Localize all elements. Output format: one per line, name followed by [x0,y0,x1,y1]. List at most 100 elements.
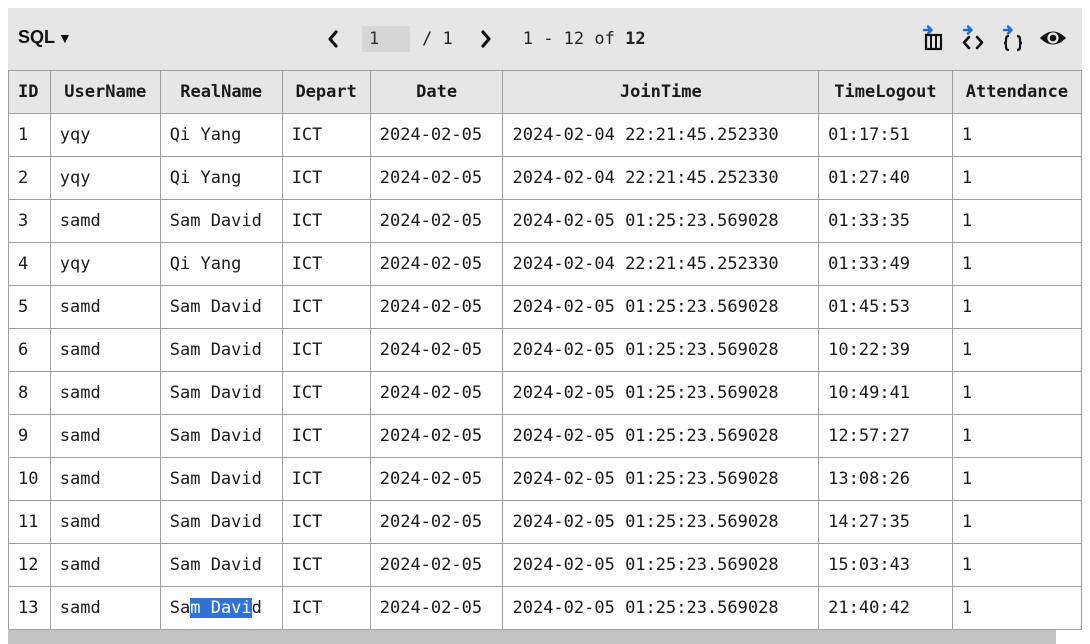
col-realname-cell[interactable]: Sam David [159,328,283,372]
col-attendance-cell[interactable]: 1 [951,586,1082,630]
col-realname-cell[interactable]: Sam David [159,414,283,458]
col-depart-cell[interactable]: ICT [281,328,371,372]
col-username-cell[interactable]: yqy [49,242,161,286]
col-realname-cell[interactable]: Sam David [159,586,283,630]
col-date-cell[interactable]: 2024-02-05 [369,156,504,200]
col-id-header[interactable]: ID [8,70,51,114]
col-id-cell[interactable]: 5 [8,285,51,329]
col-id-cell[interactable]: 3 [8,199,51,243]
col-date-cell[interactable]: 2024-02-05 [369,371,504,415]
table-row[interactable]: 1 yqy Qi Yang ICT 2024-02-05 2024-02-04 22:21… [8,113,1082,157]
col-username-cell[interactable]: samd [49,457,161,501]
col-date-cell[interactable]: 2024-02-05 [369,457,504,501]
col-realname-header[interactable]: RealName [159,70,283,114]
col-id-cell[interactable]: 12 [8,543,51,587]
col-username-cell[interactable]: samd [49,199,161,243]
col-timelogout-cell[interactable]: 15:03:43 [818,543,953,587]
col-depart-cell[interactable]: ICT [281,457,371,501]
col-date-cell[interactable]: 2024-02-05 [369,113,504,157]
table-row[interactable]: 5 samd Sam David ICT 2024-02-05 2024-02-05 01… [8,285,1082,329]
col-id-cell[interactable]: 13 [8,586,51,630]
col-attendance-cell[interactable]: 1 [951,242,1082,286]
col-timelogout-cell[interactable]: 01:45:53 [818,285,953,329]
table-row[interactable]: 4 yqy Qi Yang ICT 2024-02-05 2024-02-04 22:21… [8,242,1082,286]
col-id-cell[interactable]: 6 [8,328,51,372]
col-attendance-cell[interactable]: 1 [951,113,1082,157]
col-jointime-header[interactable]: JoinTime [502,70,820,114]
col-username-cell[interactable]: samd [49,414,161,458]
col-attendance-cell[interactable]: 1 [951,371,1082,415]
col-attendance-cell[interactable]: 1 [951,457,1082,501]
col-timelogout-cell[interactable]: 01:27:40 [818,156,953,200]
col-depart-cell[interactable]: ICT [281,414,371,458]
col-username-cell[interactable]: samd [49,500,161,544]
col-realname-cell[interactable]: Qi Yang [159,242,283,286]
col-username-header[interactable]: UserName [49,70,161,114]
col-username-cell[interactable]: samd [49,371,161,415]
table-row[interactable]: 6 samd Sam David ICT 2024-02-05 2024-02-05 01… [8,328,1082,372]
col-depart-cell[interactable]: ICT [281,199,371,243]
query-mode-dropdown[interactable]: SQL ▼ [18,27,72,48]
col-id-cell[interactable]: 2 [8,156,51,200]
col-jointime-cell[interactable]: 2024-02-05 01:25:23.569028 [502,371,820,415]
col-id-cell[interactable]: 11 [8,500,51,544]
col-realname-cell[interactable]: Sam David [159,543,283,587]
col-date-cell[interactable]: 2024-02-05 [369,414,504,458]
col-username-cell[interactable]: samd [49,285,161,329]
table-row[interactable]: 13 samd Sam David ICT 2024-02-05 2024-02-05 0… [8,586,1082,630]
col-timelogout-cell[interactable]: 10:22:39 [818,328,953,372]
col-jointime-cell[interactable]: 2024-02-05 01:25:23.569028 [502,586,820,630]
col-username-cell[interactable]: samd [49,543,161,587]
col-id-cell[interactable]: 10 [8,457,51,501]
table-row[interactable]: 10 samd Sam David ICT 2024-02-05 2024-02-05 0… [8,457,1082,501]
col-jointime-cell[interactable]: 2024-02-04 22:21:45.252330 [502,113,820,157]
table-row[interactable]: 12 samd Sam David ICT 2024-02-05 2024-02-05 0… [8,543,1082,587]
col-depart-cell[interactable]: ICT [281,113,371,157]
col-jointime-cell[interactable]: 2024-02-05 01:25:23.569028 [502,543,820,587]
col-attendance-cell[interactable]: 1 [951,328,1082,372]
col-jointime-cell[interactable]: 2024-02-05 01:25:23.569028 [502,414,820,458]
col-timelogout-cell[interactable]: 01:33:35 [818,199,953,243]
table-row[interactable]: 8 samd Sam David ICT 2024-02-05 2024-02-05 01… [8,371,1082,415]
col-date-cell[interactable]: 2024-02-05 [369,285,504,329]
col-username-cell[interactable]: samd [49,586,161,630]
selected-text[interactable]: m Davi [190,598,252,618]
col-date-cell[interactable]: 2024-02-05 [369,328,504,372]
col-realname-cell[interactable]: Sam David [159,457,283,501]
col-date-cell[interactable]: 2024-02-05 [369,500,504,544]
export-table-button[interactable] [918,22,948,54]
col-id-cell[interactable]: 4 [8,242,51,286]
col-timelogout-cell[interactable]: 21:40:42 [818,586,953,630]
col-realname-cell[interactable]: Sam David [159,285,283,329]
col-jointime-cell[interactable]: 2024-02-05 01:25:23.569028 [502,285,820,329]
col-depart-cell[interactable]: ICT [281,371,371,415]
col-realname-cell[interactable]: Sam David [159,371,283,415]
prev-page-button[interactable] [320,25,346,53]
col-depart-cell[interactable]: ICT [281,242,371,286]
col-date-cell[interactable]: 2024-02-05 [369,242,504,286]
col-username-cell[interactable]: samd [49,328,161,372]
col-attendance-cell[interactable]: 1 [951,156,1082,200]
col-timelogout-cell[interactable]: 01:17:51 [818,113,953,157]
col-id-cell[interactable]: 8 [8,371,51,415]
col-date-cell[interactable]: 2024-02-05 [369,199,504,243]
col-timelogout-cell[interactable]: 13:08:26 [818,457,953,501]
next-page-button[interactable] [473,25,499,53]
col-realname-cell[interactable]: Qi Yang [159,113,283,157]
page-number-input[interactable] [362,26,410,52]
col-attendance-cell[interactable]: 1 [951,500,1082,544]
col-attendance-header[interactable]: Attendance [951,70,1082,114]
format-code-button[interactable] [958,22,988,54]
col-timelogout-cell[interactable]: 14:27:35 [818,500,953,544]
col-date-cell[interactable]: 2024-02-05 [369,586,504,630]
col-jointime-cell[interactable]: 2024-02-05 01:25:23.569028 [502,500,820,544]
col-jointime-cell[interactable]: 2024-02-05 01:25:23.569028 [502,457,820,501]
col-realname-cell[interactable]: Sam David [159,500,283,544]
col-date-cell[interactable]: 2024-02-05 [369,543,504,587]
table-row[interactable]: 11 samd Sam David ICT 2024-02-05 2024-02-05 0… [8,500,1082,544]
col-depart-cell[interactable]: ICT [281,285,371,329]
col-attendance-cell[interactable]: 1 [951,543,1082,587]
col-depart-cell[interactable]: ICT [281,543,371,587]
col-username-cell[interactable]: yqy [49,156,161,200]
col-timelogout-cell[interactable]: 01:33:49 [818,242,953,286]
